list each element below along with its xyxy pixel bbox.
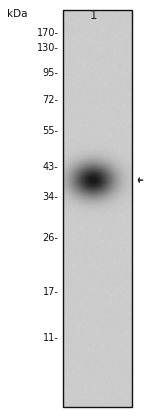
Text: 170-: 170- bbox=[36, 28, 58, 38]
Text: 17-: 17- bbox=[43, 287, 58, 297]
Text: 34-: 34- bbox=[43, 192, 58, 202]
Text: 55-: 55- bbox=[42, 126, 58, 136]
Text: 95-: 95- bbox=[43, 68, 58, 78]
Text: 11-: 11- bbox=[43, 333, 58, 343]
Text: 26-: 26- bbox=[43, 233, 58, 243]
Text: 130-: 130- bbox=[37, 43, 58, 53]
Text: 43-: 43- bbox=[43, 162, 58, 172]
Text: 72-: 72- bbox=[42, 95, 58, 105]
Text: 1: 1 bbox=[89, 9, 97, 22]
Bar bbox=[63, 10, 132, 407]
Text: kDa: kDa bbox=[8, 9, 28, 19]
